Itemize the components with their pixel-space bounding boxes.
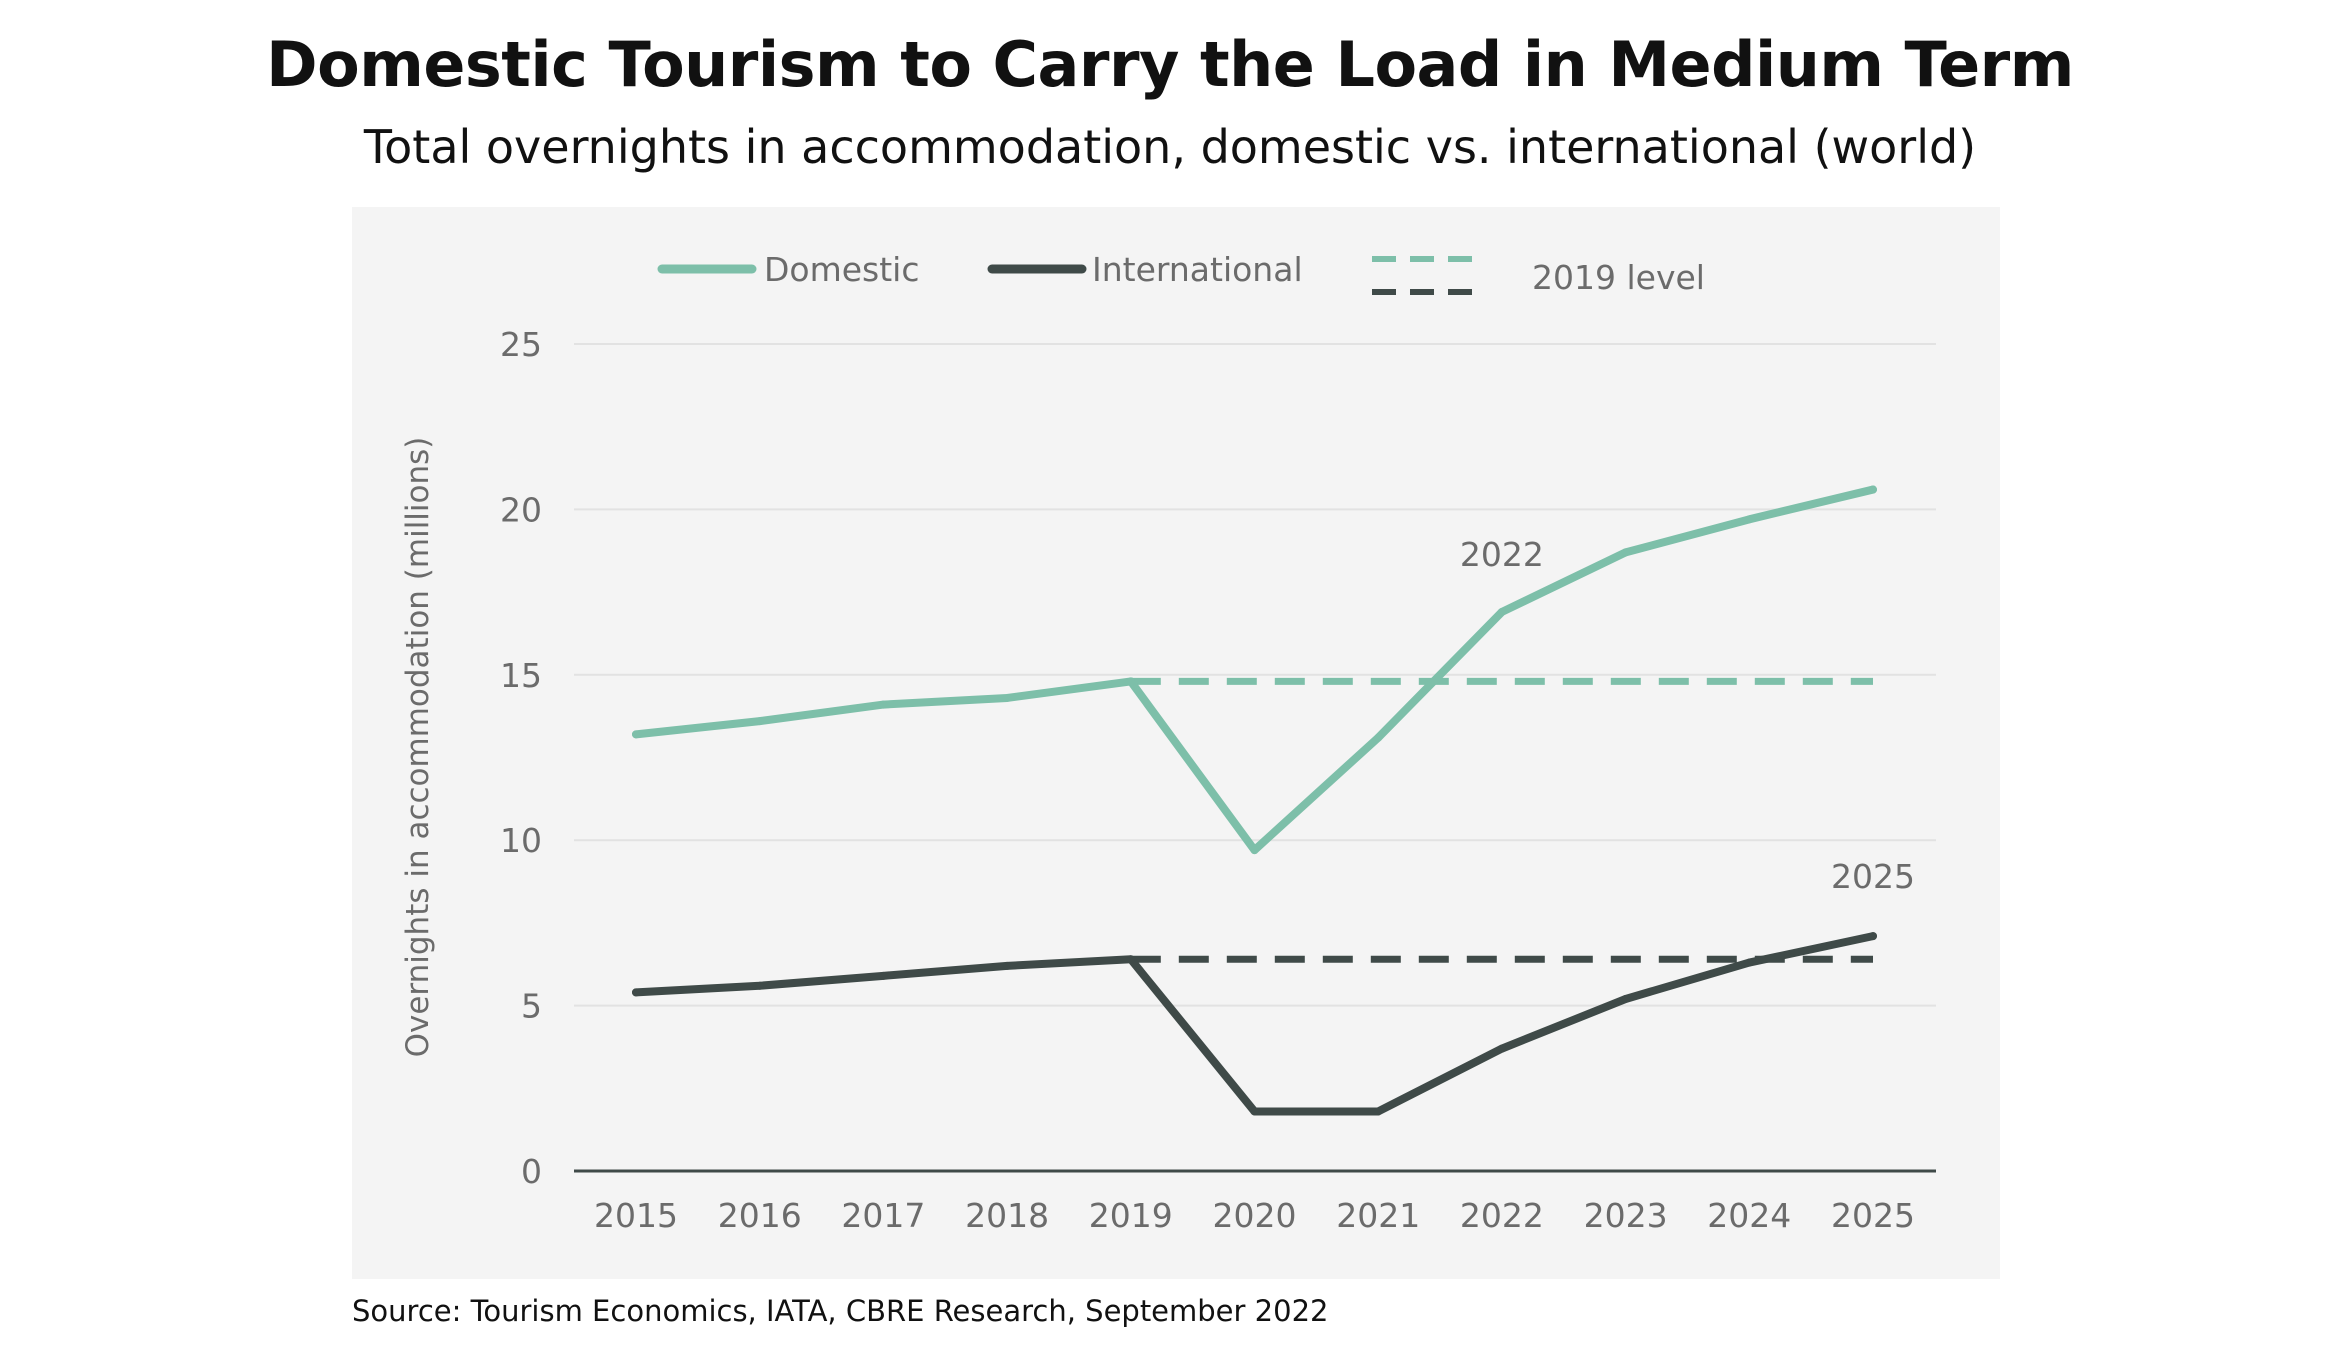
chart-subtitle: Total overnights in accommodation, domes… (363, 120, 1977, 174)
annotation-label: 2022 (1460, 535, 1544, 574)
x-tick-label: 2016 (718, 1196, 802, 1235)
domestic-data-point (1003, 693, 1012, 702)
x-tick-label: 2020 (1213, 1196, 1297, 1235)
domestic-data-point (1250, 846, 1259, 855)
x-tick-label: 2021 (1336, 1196, 1420, 1235)
international-data-point (1126, 955, 1135, 964)
international-data-point (1250, 1107, 1259, 1116)
domestic-data-point (1497, 607, 1506, 616)
x-tick-label: 2022 (1460, 1196, 1544, 1235)
chart-title: Domestic Tourism to Carry the Load in Me… (266, 28, 2074, 101)
legend-international-label: International (1092, 250, 1303, 289)
international-data-point (1869, 932, 1877, 941)
annotation-label: 2025 (1831, 857, 1915, 896)
domestic-data-point (755, 717, 764, 726)
y-tick-label: 0 (521, 1152, 542, 1191)
international-data-point (632, 988, 640, 997)
x-tick-label: 2018 (965, 1196, 1049, 1235)
domestic-series-line (632, 485, 1877, 855)
international-data-point (1003, 961, 1012, 970)
x-tick-label: 2019 (1089, 1196, 1173, 1235)
x-tick-label: 2024 (1707, 1196, 1791, 1235)
international-data-point (879, 971, 888, 980)
legend-domestic-label: Domestic (764, 250, 920, 289)
domestic-data-point (1126, 677, 1135, 686)
chart-panel: 0 5 10 15 20 25 2015 2016 2017 2018 2019 2020 2021 20… (352, 207, 2000, 1279)
y-tick-label: 15 (500, 656, 542, 695)
y-tick-label: 20 (500, 490, 542, 529)
y-tick-label: 25 (500, 325, 542, 364)
legend-2019-level-label: 2019 level (1532, 258, 1705, 297)
domestic-data-point (1745, 515, 1754, 524)
domestic-data-point (632, 730, 640, 739)
domestic-data-point (1869, 485, 1877, 494)
domestic-data-point (1374, 733, 1383, 742)
international-data-point (755, 981, 764, 990)
x-tick-label: 2017 (841, 1196, 925, 1235)
international-data-point (1621, 994, 1630, 1003)
international-data-point (1745, 958, 1754, 967)
domestic-data-point (879, 700, 888, 709)
y-tick-label: 5 (521, 987, 542, 1026)
x-tick-label: 2023 (1584, 1196, 1668, 1235)
y-axis-label: Overnights in accommodation (millions) (400, 437, 436, 1058)
source-note: Source: Tourism Economics, IATA, CBRE Re… (352, 1294, 1329, 1328)
international-data-point (1374, 1107, 1383, 1116)
x-tick-label: 2025 (1831, 1196, 1915, 1235)
domestic-data-point (1621, 548, 1630, 557)
x-tick-label: 2015 (594, 1196, 678, 1235)
international-data-point (1497, 1044, 1506, 1053)
y-tick-label: 10 (500, 821, 542, 860)
